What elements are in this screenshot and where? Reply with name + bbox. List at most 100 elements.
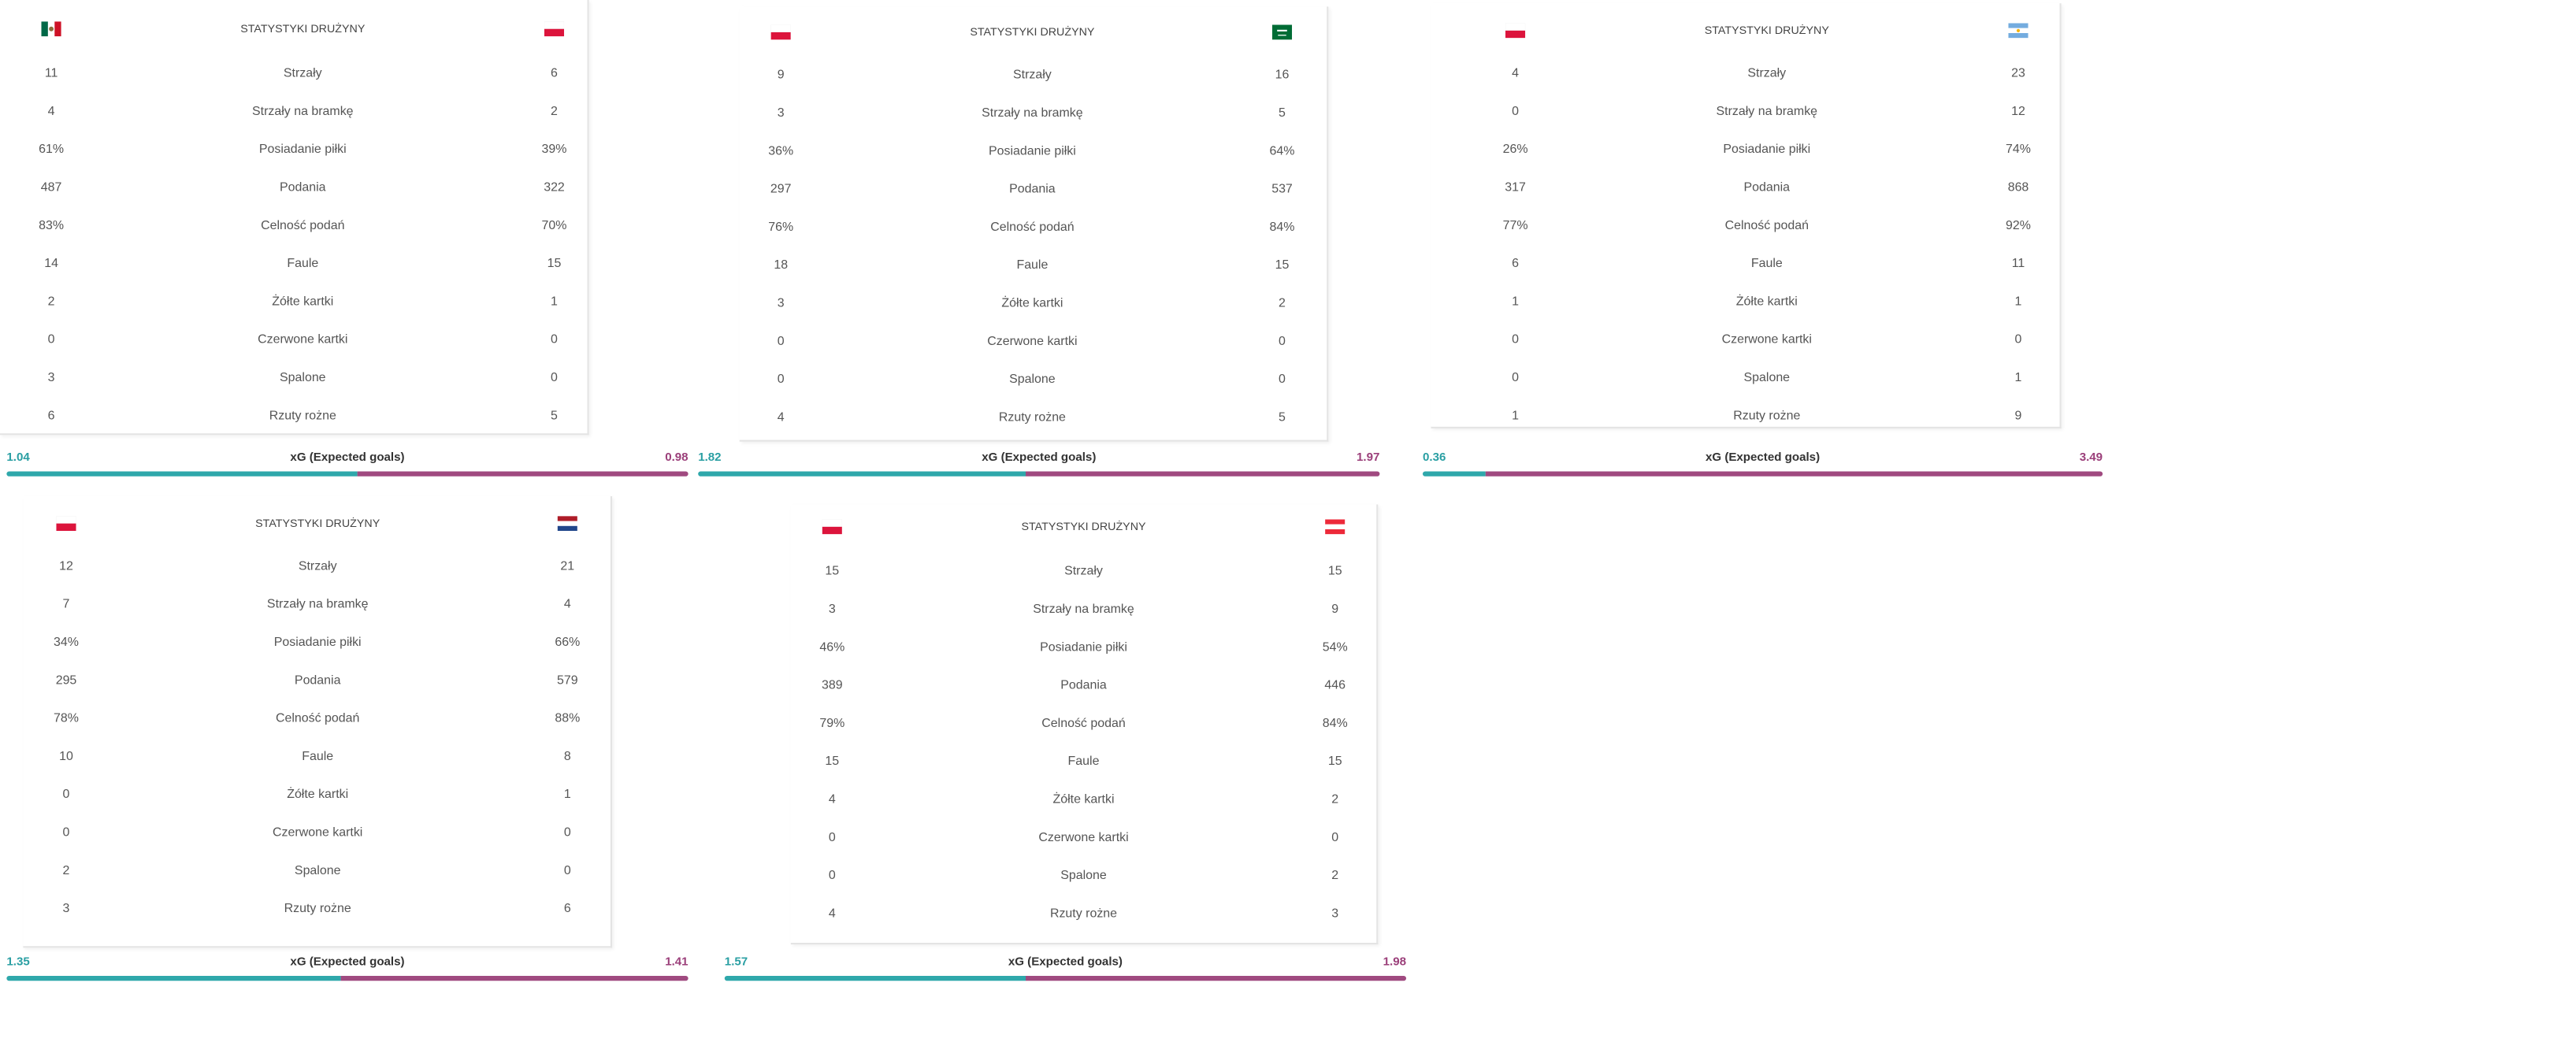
away-stat: 88%: [555, 710, 581, 725]
home-stat: 15: [825, 753, 840, 769]
home-stat: 487: [40, 179, 62, 195]
stat-label: Faule: [287, 255, 319, 271]
home-stat: 15: [825, 563, 840, 578]
stat-label: Czerwone kartki: [258, 332, 348, 347]
home-stat: 10: [59, 748, 73, 764]
home-stat: 79%: [819, 715, 845, 731]
stats-panel: [23, 496, 612, 948]
xg-away-bar: [1026, 976, 1406, 981]
away-stat: 5: [1279, 105, 1286, 121]
stat-label: Strzały na bramkę: [1033, 601, 1134, 617]
away-stat: 21: [560, 558, 575, 573]
stat-label: Podania: [280, 179, 326, 195]
xg-home: 1.57: [724, 953, 748, 969]
home-stat: 11: [44, 65, 58, 80]
away-stat: 12: [2011, 103, 2025, 119]
stat-label: Posiadanie piłki: [1040, 639, 1127, 655]
panel-header: STATYSTYKI DRUŻYNY: [970, 27, 1095, 39]
away-stat: 84%: [1269, 219, 1295, 235]
away-stat: 0: [1279, 371, 1286, 387]
away-stat: 1: [551, 293, 558, 309]
away-stat: 0: [1331, 829, 1339, 845]
away-stat: 1: [563, 786, 571, 802]
stat-label: Celność podań: [275, 710, 360, 725]
away-stat: 5: [1279, 409, 1286, 425]
stat-label: Posiadanie piłki: [988, 143, 1076, 158]
away-stat: 6: [563, 900, 571, 916]
stat-label: Celność podań: [990, 219, 1075, 235]
stat-label: Czerwone kartki: [273, 824, 363, 840]
home-stat: 6: [47, 407, 55, 423]
home-stat: 6: [1512, 255, 1520, 271]
home-stat: 4: [47, 103, 55, 119]
home-stat: 2: [47, 293, 55, 309]
stat-label: Żółte kartki: [287, 786, 349, 802]
home-stat: 0: [1512, 103, 1520, 119]
home-stat: 0: [62, 824, 70, 840]
away-flag: [544, 15, 565, 45]
away-stat: 3: [1331, 905, 1339, 921]
xg-away-bar: [340, 976, 689, 981]
away-stat: 0: [563, 824, 571, 840]
stat-label: Rzuty rożne: [269, 407, 336, 423]
away-stat: 868: [2007, 179, 2029, 195]
home-stat: 46%: [819, 639, 845, 655]
xg-home-bar: [1422, 471, 1487, 477]
away-stat: 15: [1275, 257, 1290, 273]
stat-label: Spalone: [1009, 371, 1056, 387]
stat-label: Podania: [294, 672, 341, 688]
away-stat: 2: [1279, 295, 1286, 310]
home-stat: 0: [777, 333, 785, 349]
away-stat: 54%: [1322, 639, 1348, 655]
home-stat: 3: [47, 369, 55, 385]
home-stat: 4: [1512, 65, 1520, 80]
xg-away: 1.97: [1356, 449, 1380, 465]
home-stat: 7: [62, 596, 70, 611]
away-flag: [2008, 17, 2029, 46]
stat-label: Podania: [1743, 179, 1791, 195]
away-stat: 2: [1331, 791, 1339, 807]
home-stat: 76%: [768, 219, 794, 235]
stat-label: Czerwone kartki: [1038, 829, 1129, 845]
home-stat: 317: [1505, 179, 1526, 195]
xg-home-bar: [6, 471, 358, 477]
away-stat: 39%: [541, 141, 567, 157]
panel-header: STATYSTYKI DRUŻYNY: [255, 518, 380, 531]
home-stat: 36%: [768, 143, 794, 158]
stat-label: Żółte kartki: [272, 293, 334, 309]
home-stat: 389: [821, 677, 843, 692]
away-stat: 1: [2014, 369, 2022, 385]
home-stat: 78%: [54, 710, 79, 725]
stat-label: Spalone: [280, 369, 326, 385]
home-stat: 12: [59, 558, 73, 573]
stat-label: Faule: [1016, 257, 1049, 273]
stat-label: Faule: [302, 748, 334, 764]
away-flag: [1325, 513, 1346, 543]
stat-label: Strzały: [298, 558, 337, 573]
stat-label: Faule: [1750, 255, 1783, 271]
away-stat: 6: [551, 65, 558, 80]
home-stat: 61%: [39, 141, 65, 157]
away-stat: 0: [2014, 332, 2022, 347]
home-stat: 34%: [54, 634, 79, 650]
stat-label: Strzały na bramkę: [266, 596, 369, 611]
stat-label: Podania: [1009, 180, 1056, 196]
away-stat: 74%: [2006, 141, 2031, 157]
away-stat: 66%: [555, 634, 581, 650]
xg-home-bar: [724, 976, 1026, 981]
home-stat: 0: [1512, 369, 1520, 385]
home-stat: 0: [828, 829, 836, 845]
panel-header: STATYSTYKI DRUŻYNY: [240, 24, 366, 36]
home-flag: [56, 510, 76, 540]
xg-home-bar: [698, 471, 1026, 477]
stat-label: Czerwone kartki: [987, 333, 1078, 349]
stat-label: Strzały na bramkę: [1716, 103, 1818, 119]
home-stat: 3: [777, 105, 785, 121]
stat-label: Celność podań: [1724, 217, 1810, 233]
xg-home: 1.35: [6, 953, 30, 969]
stats-panel: [739, 6, 1329, 442]
stat-label: Spalone: [294, 862, 341, 878]
stats-panel: [790, 504, 1379, 945]
stat-label: Strzały: [283, 65, 322, 80]
stat-label: Celność podań: [261, 217, 345, 233]
